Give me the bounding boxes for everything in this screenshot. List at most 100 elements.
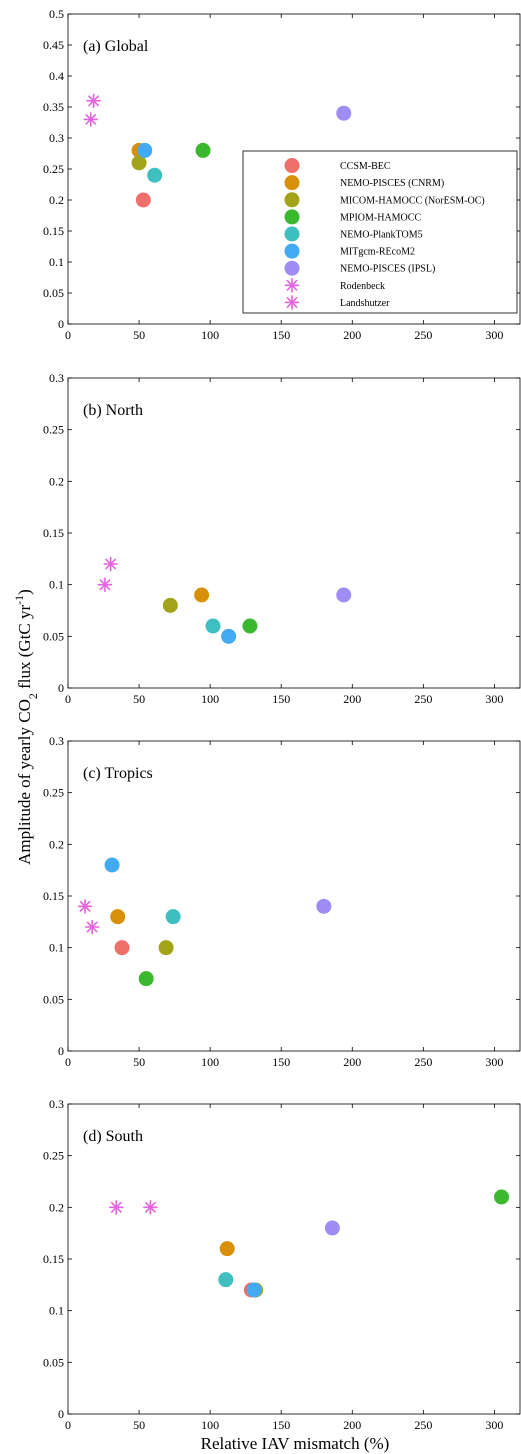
x-tick-label: 0	[65, 1418, 71, 1432]
x-tick-label: 300	[485, 1055, 503, 1069]
x-tick-label: 100	[201, 692, 219, 706]
x-tick-label: 250	[414, 1055, 432, 1069]
y-tick-label: 0.3	[49, 734, 64, 748]
x-tick-label: 150	[272, 1418, 290, 1432]
data-point	[162, 597, 178, 613]
x-tick-label: 0	[65, 692, 71, 706]
data-point	[109, 1200, 124, 1215]
data-point	[135, 192, 151, 208]
x-tick-label: 250	[414, 692, 432, 706]
y-tick-label: 0.5	[49, 7, 64, 21]
y-axis-label-sub: 2	[26, 693, 40, 699]
data-point	[131, 155, 147, 171]
data-point	[316, 898, 332, 914]
y-tick-label: 0.2	[49, 474, 64, 488]
legend-marker	[284, 243, 300, 259]
y-tick-label: 0.1	[49, 578, 64, 592]
data-point	[147, 167, 163, 183]
data-point	[77, 899, 93, 914]
x-tick-label: 200	[343, 328, 361, 342]
y-tick-label: 0	[58, 317, 64, 331]
legend-label: Landshutzer	[340, 298, 390, 309]
y-tick-label: 0.25	[43, 786, 64, 800]
legend-marker	[284, 278, 300, 293]
x-tick-label: 100	[201, 1418, 219, 1432]
y-tick-label: 0.2	[49, 837, 64, 851]
legend-label: NEMO-PlankTOM5	[340, 230, 423, 241]
legend-label: NEMO-PISCES (CNRM)	[340, 178, 444, 189]
x-tick-label: 250	[414, 1418, 432, 1432]
legend-label: MICOM-HAMOCC (NorESM-OC)	[340, 195, 485, 206]
data-point	[104, 857, 120, 873]
legend-label: Rodenbeck	[340, 281, 385, 292]
x-tick-label: 300	[485, 692, 503, 706]
data-point	[165, 909, 181, 925]
x-tick-label: 300	[485, 328, 503, 342]
x-tick-label: 150	[272, 1055, 290, 1069]
data-point	[114, 940, 130, 956]
x-axis-label: Relative IAV mismatch (%)	[201, 1434, 390, 1453]
y-tick-label: 0.05	[43, 629, 64, 643]
legend-label: MITgcm-REcoM2	[340, 247, 415, 258]
data-point	[221, 628, 237, 644]
data-point	[494, 1189, 510, 1205]
data-point	[86, 93, 101, 109]
x-tick-label: 100	[201, 328, 219, 342]
plot-frame	[67, 740, 521, 1052]
data-point	[103, 556, 118, 572]
y-tick-label: 0.05	[43, 992, 64, 1006]
x-tick-label: 50	[133, 328, 145, 342]
x-tick-label: 200	[343, 1055, 361, 1069]
x-tick-label: 50	[133, 692, 145, 706]
data-point	[143, 1200, 158, 1215]
y-tick-label: 0.4	[49, 69, 64, 83]
data-point	[218, 1272, 234, 1288]
panel-0: 0 0.05 0.1 0.15 0.2 0.25 0.3 0.35 0.4 0.45 0.5 0 50 1…	[43, 7, 521, 342]
legend-marker	[284, 175, 300, 191]
plot-frame	[67, 377, 521, 689]
y-tick-label: 0.35	[43, 100, 64, 114]
y-tick-label: 0.05	[43, 1355, 64, 1369]
y-tick-label: 0.25	[43, 423, 64, 437]
data-point	[219, 1241, 235, 1257]
data-point	[246, 1282, 262, 1298]
data-point	[137, 142, 153, 158]
y-tick-label: 0.1	[49, 1304, 64, 1318]
y-tick-label: 0.2	[49, 1200, 64, 1214]
y-tick-label: 0.45	[43, 38, 64, 52]
y-axis-label: Amplitude of yearly CO2 flux (GtC yr-1)	[12, 589, 40, 865]
data-point	[324, 1220, 340, 1236]
x-tick-label: 200	[343, 692, 361, 706]
x-tick-label: 50	[133, 1418, 145, 1432]
panel-title: (c) Tropics	[83, 765, 153, 782]
x-tick-label: 0	[65, 328, 71, 342]
x-tick-label: 100	[201, 1055, 219, 1069]
y-axis-label-mid: flux (GtC yr	[15, 604, 34, 693]
x-tick-label: 200	[343, 1418, 361, 1432]
data-point	[336, 105, 352, 121]
x-tick-label: 0	[65, 1055, 71, 1069]
data-point	[84, 919, 100, 935]
y-tick-label: 0.25	[43, 1149, 64, 1163]
x-tick-label: 250	[414, 328, 432, 342]
legend: CCSM-BEC NEMO-PISCES (CNRM) MICOM-HAMOCC (…	[242, 150, 518, 314]
data-point	[205, 618, 221, 634]
y-tick-label: 0.2	[49, 193, 64, 207]
y-tick-label: 0.15	[43, 224, 64, 238]
y-tick-label: 0.15	[43, 1252, 64, 1266]
panel-3: 0 0.05 0.1 0.15 0.2 0.25 0.3 0 50 100 150 200 250 300…	[43, 1097, 521, 1432]
panel-2: 0 0.05 0.1 0.15 0.2 0.25 0.3 0 50 100 150 200 250 300…	[43, 734, 521, 1069]
legend-marker	[284, 260, 300, 276]
y-tick-label: 0	[58, 681, 64, 695]
x-tick-label: 150	[272, 328, 290, 342]
legend-label: CCSM-BEC	[340, 161, 391, 172]
y-tick-label: 0.3	[49, 371, 64, 385]
legend-marker	[284, 209, 300, 225]
panels-layer: 0 0.05 0.1 0.15 0.2 0.25 0.3 0.35 0.4 0.45 0.5 0 50 1…	[43, 7, 521, 1432]
y-tick-label: 0	[58, 1407, 64, 1421]
data-point	[138, 971, 154, 987]
panel-1: 0 0.05 0.1 0.15 0.2 0.25 0.3 0 50 100 150 200 250 300…	[43, 371, 521, 706]
y-axis-label-main: Amplitude of yearly CO	[15, 699, 34, 865]
panel-title: (b) North	[83, 402, 143, 419]
y-tick-label: 0.15	[43, 526, 64, 540]
